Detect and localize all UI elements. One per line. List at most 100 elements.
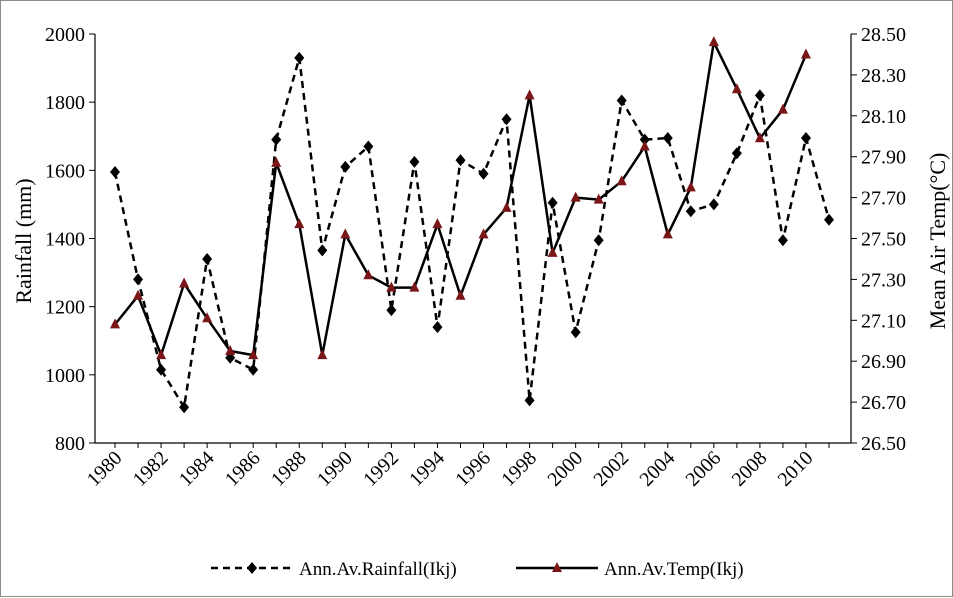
- legend: Ann.Av.Rainfall(Ikj) Ann.Av.Temp(Ikj): [211, 559, 744, 580]
- series-layer: [110, 36, 834, 414]
- y2-tick-label: 28.50: [861, 24, 906, 46]
- temp-point: [409, 281, 420, 292]
- rainfall-point: [202, 252, 213, 265]
- legend-rainfall-marker: [247, 562, 257, 574]
- temp-point: [340, 228, 351, 239]
- x-tick-label: 2002: [589, 447, 633, 491]
- rainfall-point: [133, 273, 144, 286]
- y2-tick-label: 27.70: [861, 188, 906, 210]
- x-tick-label: 2008: [728, 447, 772, 491]
- x-tick-label: 1980: [83, 447, 127, 491]
- temp-point: [524, 89, 535, 100]
- rainfall-point: [156, 363, 167, 376]
- x-tick-label: 2004: [635, 447, 679, 491]
- y-tick-label: 2000: [45, 24, 85, 46]
- x-tick-label: 1982: [129, 447, 173, 491]
- temp-point: [777, 103, 788, 114]
- temp-point: [248, 349, 259, 360]
- temp-point: [133, 289, 144, 300]
- temp-point: [432, 218, 443, 229]
- temp-point: [179, 277, 190, 288]
- y-tick-label: 1400: [45, 229, 85, 251]
- x-tick-label: 1998: [497, 447, 541, 491]
- temp-point: [455, 289, 466, 300]
- y-axis-title: Rainfall (mm): [11, 178, 36, 303]
- temp-point: [570, 191, 581, 202]
- rainfall-point: [294, 51, 305, 64]
- y2-tick-label: 26.70: [861, 392, 906, 414]
- rainfall-point: [478, 167, 489, 180]
- temp-point: [317, 349, 328, 360]
- rainfall-point: [570, 326, 581, 339]
- temp-point: [662, 228, 673, 239]
- rainfall-point: [524, 394, 535, 407]
- rainfall-point: [547, 196, 558, 209]
- rainfall-point: [110, 166, 120, 179]
- temp-point: [616, 175, 627, 186]
- legend-rainfall-label: Ann.Av.Rainfall(Ikj): [299, 559, 457, 580]
- rainfall-point: [317, 244, 328, 257]
- y2-tick-label: 27.90: [861, 147, 906, 169]
- x-tick-label: 1992: [359, 447, 403, 491]
- temp-point: [202, 312, 213, 323]
- temp-point: [685, 181, 696, 192]
- temp-point: [800, 48, 811, 59]
- rainfall-series-line: [113, 56, 831, 409]
- rainfall-point: [616, 94, 627, 107]
- x-tick-label: 1984: [175, 447, 219, 491]
- y2-tick-label: 27.50: [861, 229, 906, 251]
- rainfall-point: [662, 131, 673, 144]
- x-tick-label: 1990: [313, 447, 357, 491]
- x-tick-label: 1994: [405, 447, 449, 491]
- rainfall-point: [432, 321, 443, 334]
- y2-tick-label: 26.90: [861, 351, 906, 373]
- rainfall-point: [824, 213, 834, 226]
- y2-tick-label: 28.30: [861, 65, 906, 87]
- rainfall-point: [271, 133, 282, 146]
- temp-point: [708, 36, 719, 47]
- x-tick-label: 1986: [221, 447, 265, 491]
- rainfall-point: [501, 113, 512, 126]
- y2-tick-label: 28.10: [861, 106, 906, 128]
- rainfall-point: [777, 234, 788, 247]
- rainfall-point: [179, 401, 190, 414]
- temp-point: [731, 83, 742, 94]
- temp-point: [639, 140, 650, 151]
- y2-tick-label: 26.50: [861, 433, 906, 455]
- rainfall-point: [386, 304, 397, 317]
- x-tick-label: 1996: [451, 447, 495, 491]
- x-tick-label: 2000: [543, 447, 587, 491]
- y-tick-label: 800: [55, 433, 85, 455]
- temp-point: [501, 201, 512, 212]
- temp-point: [386, 281, 397, 292]
- temp-point: [156, 349, 167, 360]
- rainfall-point: [409, 155, 420, 168]
- temp-point: [225, 344, 236, 355]
- rainfall-point: [685, 205, 696, 218]
- rainfall-point: [708, 198, 719, 211]
- y2-tick-label: 27.30: [861, 269, 906, 291]
- y-tick-label: 1000: [45, 365, 85, 387]
- rainfall-point: [363, 140, 374, 153]
- temp-point: [478, 228, 489, 239]
- y-tick-label: 1600: [45, 160, 85, 182]
- axes: [89, 33, 857, 448]
- x-tick-label: 1988: [267, 447, 311, 491]
- temp-point: [593, 193, 604, 204]
- temp-point: [294, 218, 305, 229]
- temp-point: [547, 246, 558, 257]
- temp-point: [363, 269, 374, 280]
- rainfall-point: [731, 147, 742, 160]
- temp-point: [754, 132, 765, 143]
- y-tick-label: 1200: [45, 297, 85, 319]
- legend-temp-label: Ann.Av.Temp(Ikj): [604, 559, 744, 580]
- rainfall-point: [800, 131, 811, 144]
- y2-tick-label: 27.10: [861, 310, 906, 332]
- rainfall-point: [639, 133, 650, 146]
- x-tick-label: 2006: [682, 447, 726, 491]
- y-tick-label: 1800: [45, 92, 85, 114]
- rainfall-point: [340, 160, 351, 173]
- rainfall-point: [455, 154, 466, 167]
